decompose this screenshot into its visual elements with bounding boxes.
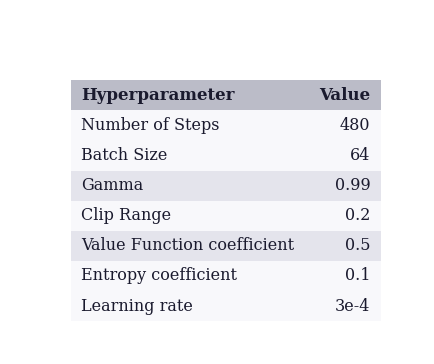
Text: Clip Range: Clip Range bbox=[81, 207, 171, 224]
Text: 0.99: 0.99 bbox=[335, 177, 370, 194]
Bar bbox=[71, 291, 381, 321]
Text: Batch Size: Batch Size bbox=[81, 147, 168, 164]
Text: Value Function coefficient: Value Function coefficient bbox=[81, 237, 294, 254]
Text: Learning rate: Learning rate bbox=[81, 298, 193, 314]
Text: 480: 480 bbox=[340, 117, 370, 134]
Bar bbox=[71, 201, 381, 231]
Text: 3e-4: 3e-4 bbox=[335, 298, 370, 314]
Text: Value: Value bbox=[319, 87, 370, 104]
Text: 0.5: 0.5 bbox=[345, 237, 370, 254]
Bar bbox=[71, 141, 381, 170]
Text: Entropy coefficient: Entropy coefficient bbox=[81, 268, 237, 284]
Bar bbox=[71, 170, 381, 201]
Bar bbox=[71, 110, 381, 141]
Text: 64: 64 bbox=[350, 147, 370, 164]
Text: 0.2: 0.2 bbox=[345, 207, 370, 224]
Text: Number of Steps: Number of Steps bbox=[81, 117, 220, 134]
Text: Gamma: Gamma bbox=[81, 177, 143, 194]
Bar bbox=[71, 80, 381, 110]
Text: Hyperparameter: Hyperparameter bbox=[81, 87, 235, 104]
Bar bbox=[71, 261, 381, 291]
Bar bbox=[71, 231, 381, 261]
Text: 0.1: 0.1 bbox=[345, 268, 370, 284]
